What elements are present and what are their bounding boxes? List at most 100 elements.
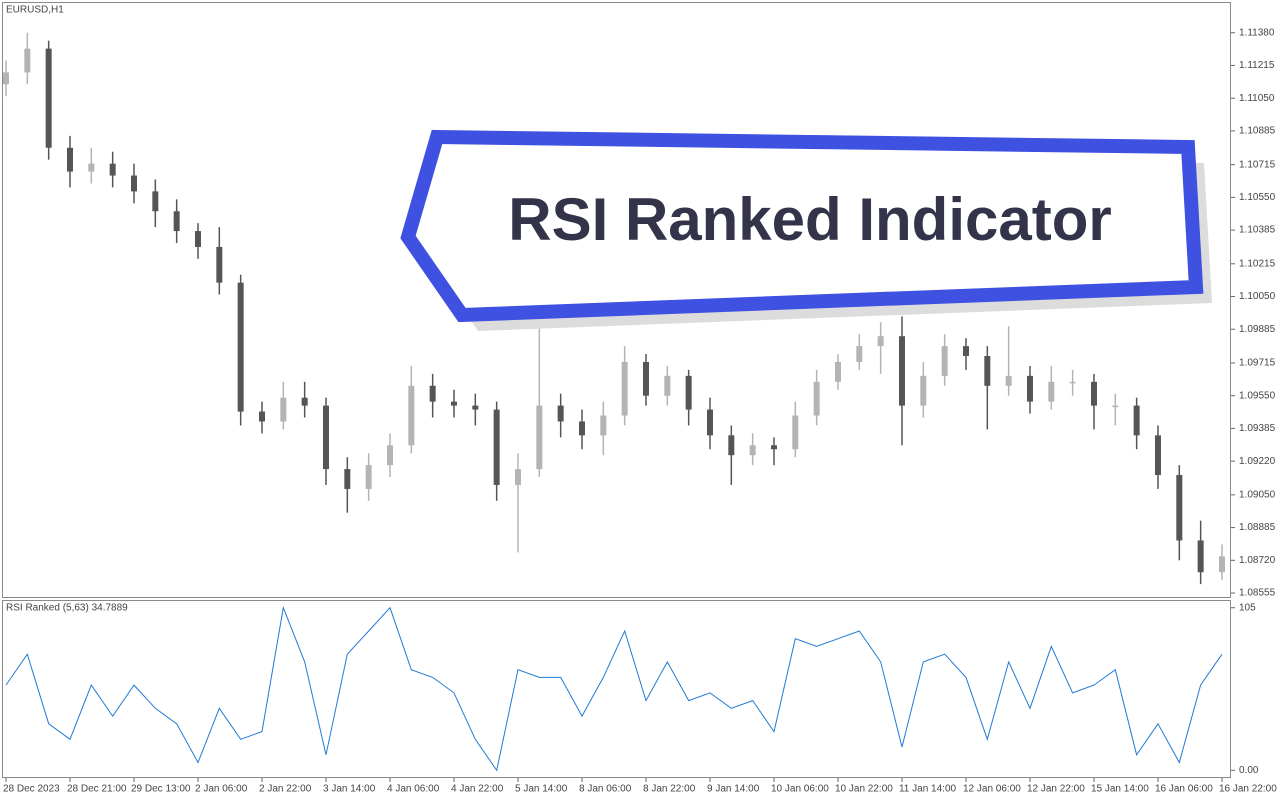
candle-body [45, 48, 52, 148]
candle-body [88, 163, 95, 172]
y-tick-label: 1.09715 [1239, 358, 1276, 369]
candle-body [1176, 475, 1183, 541]
x-tick-label: 16 Jan 06:00 [1155, 784, 1213, 795]
y-tick-label: 1.11050 [1239, 93, 1275, 104]
candle-body [514, 469, 521, 485]
banner: RSI Ranked Indicator [400, 129, 1212, 331]
candle-body [792, 415, 799, 450]
candle-body [130, 175, 137, 192]
candle-body [1005, 375, 1012, 386]
x-tick-label: 10 Jan 06:00 [771, 784, 829, 795]
candle-body [322, 405, 329, 470]
banner-text: RSI Ranked Indicator [508, 186, 1111, 253]
candle-body [386, 445, 393, 466]
y-tick-label: 1.10715 [1239, 159, 1276, 170]
candle-body [984, 356, 991, 386]
y-tick-label: 1.10550 [1239, 192, 1276, 203]
y-tick-label: 1.08885 [1239, 522, 1276, 533]
x-tick-label: 11 Jan 14:00 [899, 784, 957, 795]
y-tick-label: 1.09885 [1239, 324, 1276, 335]
candle-body [578, 421, 585, 436]
candle-body [109, 163, 116, 176]
y-tick-label: 1.08555 [1239, 588, 1276, 599]
candle-body [194, 231, 201, 247]
candle-body [1133, 405, 1140, 436]
candle-body [301, 397, 308, 406]
candle-body [216, 246, 223, 283]
candle-body [493, 409, 500, 485]
candle-body [237, 282, 244, 412]
candle-body [920, 375, 927, 406]
y-tick-label: 1.10885 [1239, 126, 1276, 137]
candle-body [706, 409, 713, 436]
candle-body [3, 72, 9, 85]
y-tick-label: 0.00 [1239, 765, 1259, 776]
y-tick-label: 105 [1239, 602, 1256, 613]
candle-body [770, 445, 777, 450]
candle-body [728, 435, 735, 456]
rsi-line [5, 605, 1223, 772]
candle-body [429, 385, 436, 402]
candle-body [621, 361, 628, 416]
candle-body [600, 415, 607, 436]
candle-body [664, 375, 671, 396]
y-tick-label: 1.09550 [1239, 390, 1276, 401]
candle-body [1090, 381, 1097, 406]
candle-body [1069, 381, 1076, 384]
x-tick-label: 29 Dec 13:00 [131, 784, 191, 795]
y-tick-label: 1.09385 [1239, 423, 1276, 434]
y-tick-label: 1.10215 [1239, 258, 1276, 269]
candle-body [173, 211, 180, 232]
x-tick-label: 5 Jan 14:00 [515, 784, 568, 795]
y-tick-label: 1.11380 [1239, 27, 1275, 38]
candle-body [280, 397, 287, 422]
y-tick-label: 1.10385 [1239, 225, 1276, 236]
x-tick-label: 3 Jan 14:00 [323, 784, 376, 795]
candle-body [898, 336, 905, 406]
x-tick-label: 4 Jan 06:00 [387, 784, 440, 795]
y-tick-label: 1.09050 [1239, 489, 1276, 500]
candle-body [1154, 435, 1161, 476]
candle-body [877, 336, 884, 347]
candle-body [962, 346, 969, 357]
candle-body [258, 411, 265, 422]
x-tick-label: 9 Jan 14:00 [707, 784, 760, 795]
candle-body [365, 465, 372, 489]
candle-body [24, 48, 31, 73]
candle-body [642, 361, 649, 396]
candle-body [536, 405, 543, 470]
x-tick-label: 2 Jan 22:00 [259, 784, 312, 795]
candle-body [408, 385, 415, 446]
x-tick-label: 10 Jan 22:00 [835, 784, 893, 795]
x-tick-label: 8 Jan 06:00 [579, 784, 632, 795]
y-tick-label: 1.11215 [1239, 60, 1275, 71]
x-tick-label: 16 Jan 22:00 [1219, 784, 1277, 795]
candle-body [1218, 556, 1225, 573]
indicator-title: RSI Ranked (5,63) 34.7889 [6, 603, 128, 614]
x-tick-label: 12 Jan 22:00 [1027, 784, 1085, 795]
x-tick-label: 4 Jan 22:00 [451, 784, 504, 795]
x-tick-label: 28 Dec 2023 [3, 784, 60, 795]
candle-body [813, 381, 820, 416]
candle-body [1112, 405, 1119, 408]
banner-frame [400, 129, 1204, 323]
candle-body [450, 401, 457, 406]
x-tick-label: 8 Jan 22:00 [643, 784, 696, 795]
candle-body [1048, 381, 1055, 402]
y-tick-label: 1.10050 [1239, 291, 1276, 302]
candle-body [472, 405, 479, 410]
y-tick-label: 1.08720 [1239, 555, 1276, 566]
candle-body [152, 191, 159, 212]
candle-body [344, 469, 351, 489]
y-tick-label: 1.09220 [1239, 456, 1276, 467]
plot-area: 1.11380 1.11215 1.11050 1.10885 1.10715 1.105… [3, 27, 1277, 795]
candle-body [685, 375, 692, 410]
candle-body [834, 361, 841, 382]
candle-body [749, 445, 756, 456]
candle-body [1026, 375, 1033, 402]
chart-title: EURUSD,H1 [6, 5, 64, 16]
candle-body [66, 147, 73, 172]
x-tick-label: 28 Dec 21:00 [67, 784, 127, 795]
x-tick-label: 2 Jan 06:00 [195, 784, 248, 795]
